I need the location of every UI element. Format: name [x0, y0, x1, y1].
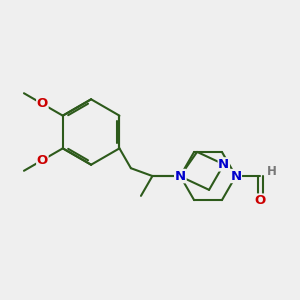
Text: H: H [267, 165, 277, 178]
Text: O: O [37, 98, 48, 110]
Text: O: O [37, 154, 48, 166]
Text: N: N [175, 169, 186, 182]
Text: O: O [255, 194, 266, 207]
Text: N: N [230, 169, 242, 182]
Text: N: N [175, 169, 186, 182]
Text: N: N [218, 158, 230, 171]
